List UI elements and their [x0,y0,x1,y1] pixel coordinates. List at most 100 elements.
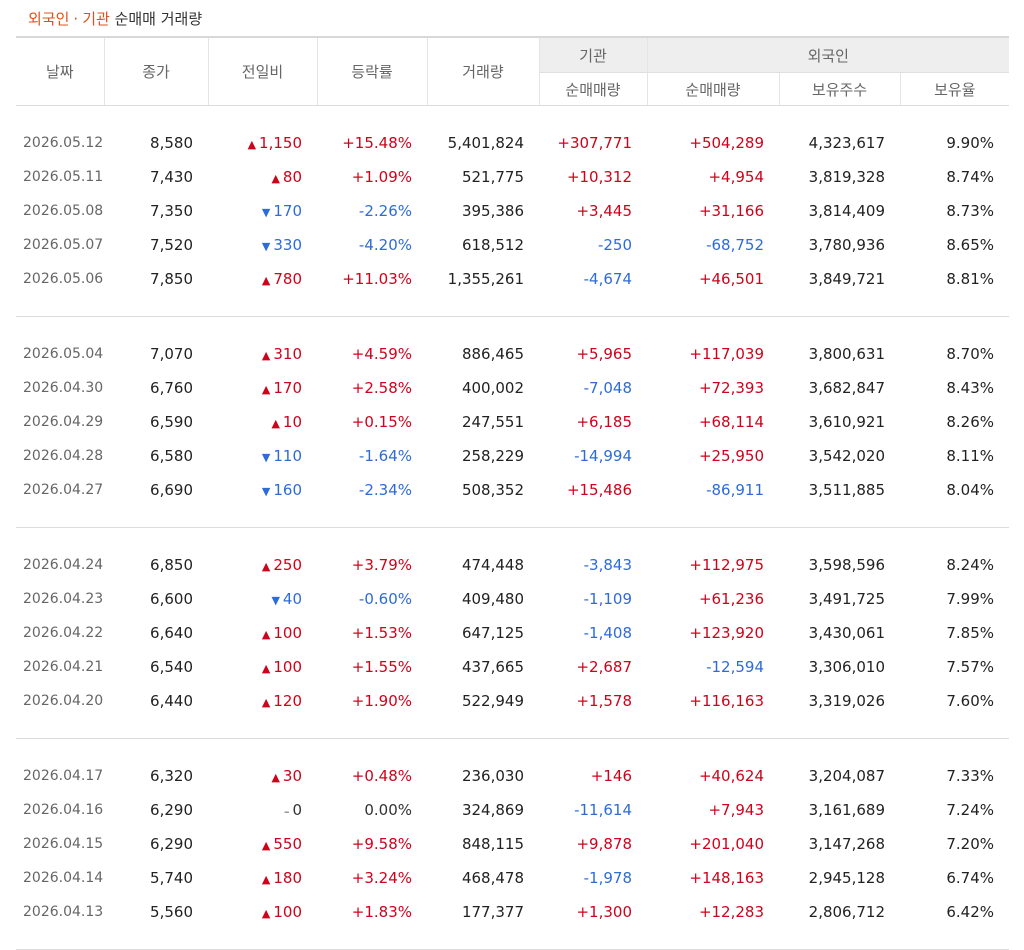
cell-date: 2026.04.16 [16,793,104,827]
up-triangle-icon: ▲ [262,696,270,709]
header-institution-group: 기관 [539,37,647,73]
change-value: 80 [283,168,302,186]
cell-change: ▲ 80 [208,160,317,194]
up-triangle-icon: ▲ [271,172,279,185]
cell-close: 6,290 [104,793,208,827]
cell-institution-net: +6,185 [539,405,647,439]
cell-date: 2026.05.12 [16,126,104,160]
up-triangle-icon: ▲ [262,873,270,886]
cell-rate: +0.48% [317,759,427,793]
group-spacer [16,317,1009,337]
cell-close: 5,560 [104,895,208,929]
cell-rate: +9.58% [317,827,427,861]
change-value: 1,150 [259,134,302,152]
change-value: 250 [273,556,302,574]
cell-foreign-ratio: 8.11% [900,439,1009,473]
change-value: 780 [273,270,302,288]
cell-date: 2026.05.11 [16,160,104,194]
up-triangle-icon: ▲ [271,417,279,430]
cell-date: 2026.04.13 [16,895,104,929]
cell-foreign-holding: 3,682,847 [779,371,900,405]
cell-foreign-ratio: 7.20% [900,827,1009,861]
cell-foreign-holding: 3,511,885 [779,473,900,507]
cell-foreign-net: +46,501 [647,262,779,296]
cell-foreign-holding: 3,814,409 [779,194,900,228]
cell-foreign-ratio: 7.85% [900,616,1009,650]
up-triangle-icon: ▲ [262,839,270,852]
change-value: 100 [273,903,302,921]
cell-institution-net: -7,048 [539,371,647,405]
up-triangle-icon: ▲ [262,560,270,573]
cell-foreign-ratio: 8.24% [900,548,1009,582]
cell-date: 2026.04.14 [16,861,104,895]
group-spacer [16,528,1009,548]
cell-foreign-net: +7,943 [647,793,779,827]
cell-change: ▼170 [208,194,317,228]
cell-volume: 886,465 [427,337,539,371]
change-value: 180 [273,869,302,887]
cell-change: ▼160 [208,473,317,507]
cell-date: 2026.04.30 [16,371,104,405]
cell-date: 2026.04.24 [16,548,104,582]
cell-close: 7,850 [104,262,208,296]
cell-foreign-net: +117,039 [647,337,779,371]
cell-rate: +2.58% [317,371,427,405]
header-foreign-ratio: 보유율 [900,73,1009,106]
cell-volume: 5,401,824 [427,126,539,160]
cell-rate: -2.34% [317,473,427,507]
cell-date: 2026.04.17 [16,759,104,793]
cell-change: ▲250 [208,548,317,582]
change-value: 100 [273,624,302,642]
cell-change: ▲10 [208,405,317,439]
cell-foreign-ratio: 7.24% [900,793,1009,827]
change-value: 310 [273,345,302,363]
cell-rate: +4.59% [317,337,427,371]
change-value: 0 [292,801,302,819]
cell-foreign-holding: 3,598,596 [779,548,900,582]
cell-institution-net: +10,312 [539,160,647,194]
cell-foreign-net: +504,289 [647,126,779,160]
down-triangle-icon: ▼ [262,485,270,498]
change-value: 550 [273,835,302,853]
cell-foreign-holding: 3,849,721 [779,262,900,296]
cell-rate: +1.90% [317,684,427,718]
group-spacer [16,929,1009,950]
cell-foreign-holding: 3,147,268 [779,827,900,861]
cell-institution-net: -14,994 [539,439,647,473]
cell-rate: +3.24% [317,861,427,895]
cell-close: 6,590 [104,405,208,439]
cell-date: 2026.04.20 [16,684,104,718]
down-triangle-icon: ▼ [262,206,270,219]
title-rest: 순매매 거래량 [110,10,202,28]
cell-foreign-holding: 3,161,689 [779,793,900,827]
cell-date: 2026.04.22 [16,616,104,650]
header-volume: 거래량 [427,37,539,106]
title-dot: · [73,10,78,28]
cell-change: ▲30 [208,759,317,793]
cell-foreign-ratio: 6.42% [900,895,1009,929]
cell-close: 6,290 [104,827,208,861]
up-triangle-icon: ▲ [262,907,270,920]
up-triangle-icon: ▲ [271,771,279,784]
cell-change: ▲1,150 [208,126,317,160]
cell-rate: -1.64% [317,439,427,473]
cell-volume: 177,377 [427,895,539,929]
cell-foreign-net: +12,283 [647,895,779,929]
cell-close: 7,070 [104,337,208,371]
cell-close: 7,430 [104,160,208,194]
up-triangle-icon: ▲ [262,383,270,396]
group-spacer [16,296,1009,317]
cell-volume: 618,512 [427,228,539,262]
cell-institution-net: +9,878 [539,827,647,861]
group-spacer [16,507,1009,528]
